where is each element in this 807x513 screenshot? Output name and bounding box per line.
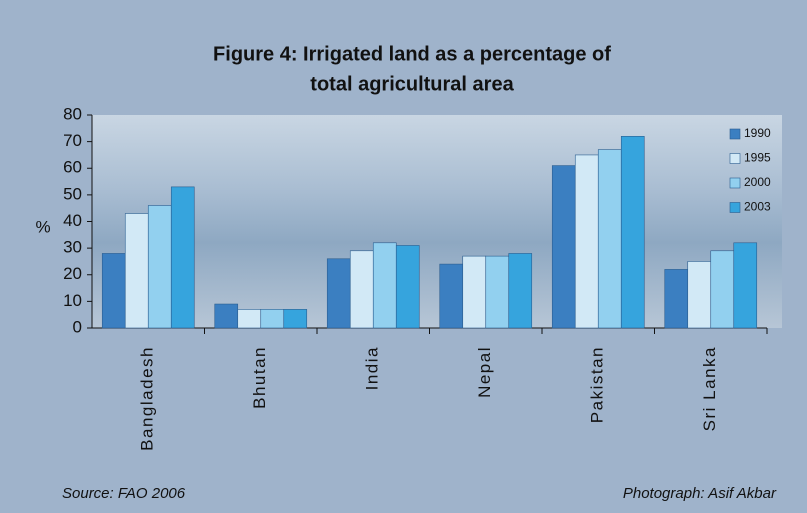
y-tick-label: 20	[63, 264, 82, 283]
legend-label: 2000	[744, 175, 771, 189]
bar	[733, 242, 758, 329]
credit: Photograph: Asif Akbar	[623, 485, 777, 502]
bar	[687, 261, 712, 329]
x-tick-label: Nepal	[475, 346, 494, 398]
bar	[710, 250, 735, 329]
bar	[326, 258, 351, 329]
x-tick-label: Sri Lanka	[700, 346, 719, 431]
bar	[574, 154, 599, 329]
y-tick-label: 40	[63, 211, 82, 230]
y-tick-label: 30	[63, 238, 82, 257]
y-tick-label: 0	[73, 317, 82, 336]
x-tick-label: Bangladesh	[138, 346, 157, 451]
bar	[551, 165, 576, 329]
y-axis-label: %	[35, 217, 50, 236]
bar	[147, 205, 172, 329]
legend-swatch	[729, 177, 741, 189]
bar	[214, 303, 239, 329]
x-tick-label: Bhutan	[250, 346, 269, 409]
bar	[170, 186, 195, 329]
bar	[462, 255, 487, 329]
legend-label: 2003	[744, 200, 771, 214]
bar	[372, 242, 397, 329]
y-tick-label: 60	[63, 158, 82, 177]
bar	[124, 213, 149, 329]
bar	[237, 309, 262, 329]
bar	[395, 245, 420, 329]
bar	[597, 149, 622, 329]
bar	[283, 309, 308, 329]
y-tick-label: 10	[63, 291, 82, 310]
source: Source: FAO 2006	[62, 485, 186, 502]
legend-swatch	[729, 153, 741, 164]
legend-swatch	[729, 128, 741, 140]
x-tick-label: Pakistan	[588, 346, 607, 423]
chart-title: total agricultural area	[310, 73, 514, 95]
bar	[485, 255, 510, 329]
bar	[664, 269, 689, 329]
y-tick-label: 70	[63, 131, 82, 150]
bar	[101, 253, 126, 329]
y-tick-label: 80	[63, 104, 82, 123]
legend-label: 1990	[744, 126, 771, 140]
bar	[508, 253, 533, 329]
bar	[349, 250, 374, 329]
legend-swatch	[729, 202, 741, 213]
bar	[260, 309, 285, 329]
x-tick-label: India	[363, 346, 382, 390]
bar	[620, 136, 645, 329]
bar	[439, 263, 464, 329]
y-tick-label: 50	[63, 184, 82, 203]
chart-title: Figure 4: Irrigated land as a percentage…	[213, 43, 611, 65]
legend-label: 1995	[744, 151, 771, 165]
